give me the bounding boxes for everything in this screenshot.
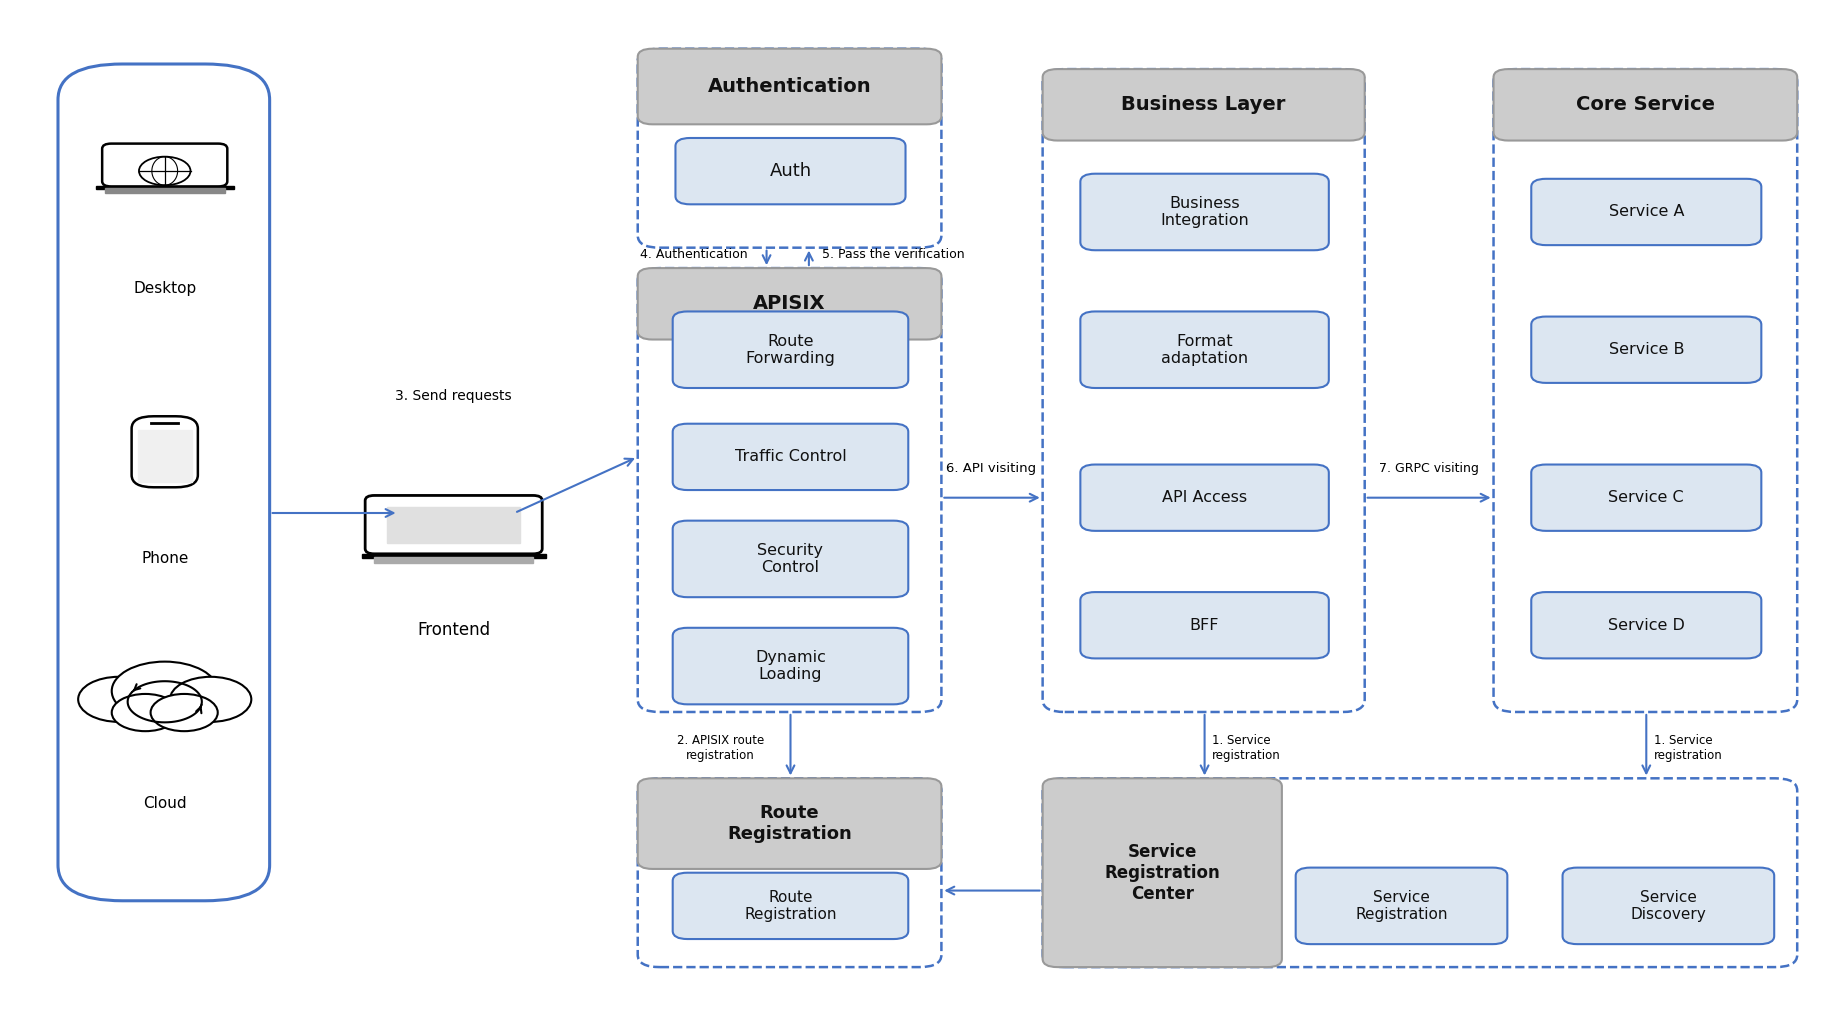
Circle shape — [113, 662, 218, 720]
Text: 5. Pass the verification: 5. Pass the verification — [821, 248, 964, 262]
Text: 1. Service
registration: 1. Service registration — [1654, 734, 1722, 761]
Text: Service B: Service B — [1608, 343, 1684, 357]
FancyBboxPatch shape — [1080, 592, 1329, 659]
FancyBboxPatch shape — [1493, 69, 1798, 712]
FancyBboxPatch shape — [366, 496, 543, 554]
Text: 1. Service
registration: 1. Service registration — [1213, 734, 1281, 761]
Text: Frontend: Frontend — [417, 622, 491, 639]
FancyBboxPatch shape — [1080, 312, 1329, 388]
Text: Business Layer: Business Layer — [1122, 95, 1287, 114]
Text: Security
Control: Security Control — [757, 543, 823, 576]
FancyBboxPatch shape — [637, 48, 941, 247]
FancyBboxPatch shape — [637, 779, 941, 968]
FancyBboxPatch shape — [131, 417, 198, 487]
Bar — [362, 554, 546, 557]
Text: Dynamic
Loading: Dynamic Loading — [755, 649, 825, 682]
FancyBboxPatch shape — [1532, 465, 1761, 530]
FancyBboxPatch shape — [672, 873, 908, 939]
Text: Phone: Phone — [140, 551, 188, 566]
Text: Auth: Auth — [770, 162, 812, 181]
Text: 6. API visiting: 6. API visiting — [945, 463, 1036, 475]
FancyBboxPatch shape — [1043, 779, 1798, 968]
Text: API Access: API Access — [1161, 490, 1248, 505]
FancyBboxPatch shape — [57, 64, 270, 901]
FancyBboxPatch shape — [1532, 317, 1761, 383]
FancyBboxPatch shape — [1562, 868, 1774, 944]
FancyBboxPatch shape — [676, 137, 906, 204]
Text: Service A: Service A — [1608, 204, 1684, 220]
Text: 2. APISIX route
registration: 2. APISIX route registration — [677, 734, 764, 761]
Circle shape — [78, 677, 159, 722]
Circle shape — [170, 677, 251, 722]
FancyBboxPatch shape — [1296, 868, 1508, 944]
FancyBboxPatch shape — [637, 268, 941, 340]
Text: 4. Authentication: 4. Authentication — [639, 248, 748, 262]
Text: Route
Registration: Route Registration — [744, 890, 836, 922]
Circle shape — [113, 694, 179, 732]
FancyBboxPatch shape — [1493, 69, 1798, 141]
Bar — [388, 507, 521, 543]
Text: Service D: Service D — [1608, 618, 1685, 633]
Text: Format
adaptation: Format adaptation — [1161, 333, 1248, 366]
FancyBboxPatch shape — [1080, 465, 1329, 530]
FancyBboxPatch shape — [672, 312, 908, 388]
FancyBboxPatch shape — [1043, 779, 1281, 968]
Text: Desktop: Desktop — [133, 281, 196, 297]
Text: Route
Forwarding: Route Forwarding — [746, 333, 836, 366]
FancyBboxPatch shape — [672, 424, 908, 490]
Text: Authentication: Authentication — [707, 77, 871, 96]
FancyBboxPatch shape — [1043, 69, 1364, 712]
Text: Service
Registration
Center: Service Registration Center — [1104, 843, 1220, 903]
Text: Service
Registration: Service Registration — [1355, 890, 1447, 922]
Bar — [105, 189, 225, 193]
Bar — [96, 187, 234, 189]
Bar — [138, 430, 192, 482]
FancyBboxPatch shape — [1532, 179, 1761, 245]
FancyBboxPatch shape — [637, 779, 941, 869]
FancyBboxPatch shape — [1043, 69, 1364, 141]
Text: BFF: BFF — [1191, 618, 1220, 633]
Text: Core Service: Core Service — [1576, 95, 1715, 114]
Text: Service C: Service C — [1608, 490, 1684, 505]
FancyBboxPatch shape — [1080, 173, 1329, 250]
FancyBboxPatch shape — [672, 628, 908, 704]
FancyBboxPatch shape — [637, 268, 941, 712]
FancyBboxPatch shape — [637, 48, 941, 124]
Circle shape — [151, 694, 218, 732]
Text: 3. Send requests: 3. Send requests — [395, 389, 511, 402]
Text: Traffic Control: Traffic Control — [735, 449, 845, 465]
Text: APISIX: APISIX — [753, 294, 825, 313]
FancyBboxPatch shape — [102, 144, 227, 187]
Text: Service
Discovery: Service Discovery — [1630, 890, 1706, 922]
FancyBboxPatch shape — [1532, 592, 1761, 659]
Text: Route
Registration: Route Registration — [727, 804, 853, 843]
Text: 7. GRPC visiting: 7. GRPC visiting — [1379, 463, 1479, 475]
Text: Business
Integration: Business Integration — [1161, 196, 1250, 228]
Bar — [375, 557, 533, 563]
FancyBboxPatch shape — [672, 520, 908, 597]
Text: Cloud: Cloud — [142, 796, 186, 812]
